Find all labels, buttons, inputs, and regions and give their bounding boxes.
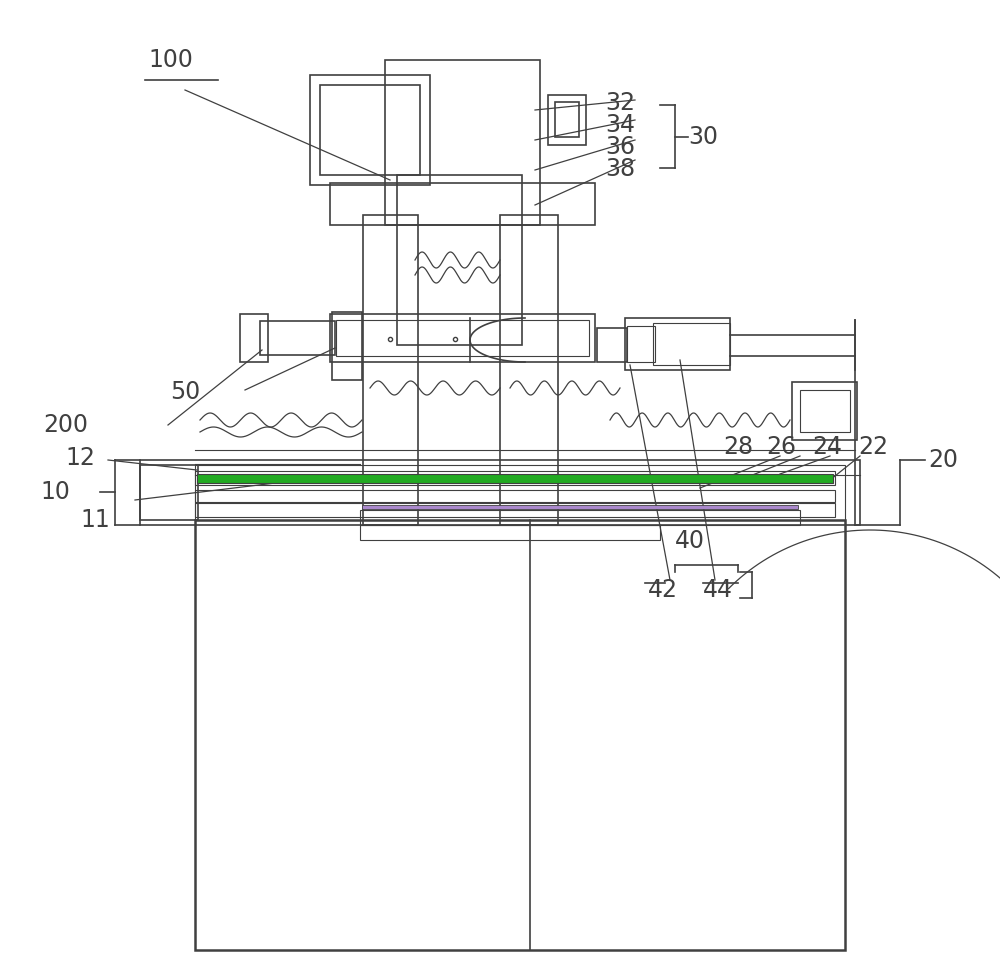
Text: 24: 24 xyxy=(812,435,842,459)
Bar xyxy=(330,314,595,362)
Bar xyxy=(195,465,845,520)
Bar xyxy=(625,318,730,370)
Bar xyxy=(320,85,420,175)
Bar xyxy=(597,328,627,362)
Bar xyxy=(330,183,595,225)
Text: 20: 20 xyxy=(928,448,958,472)
Bar xyxy=(310,75,430,185)
Text: 30: 30 xyxy=(688,125,718,149)
Bar xyxy=(363,215,418,525)
Bar xyxy=(800,390,850,432)
Bar xyxy=(397,175,522,345)
Bar xyxy=(140,465,198,520)
Text: 200: 200 xyxy=(43,413,88,437)
Text: 36: 36 xyxy=(605,135,635,159)
Text: 34: 34 xyxy=(605,113,635,137)
Bar xyxy=(627,326,655,362)
Text: 38: 38 xyxy=(605,157,635,181)
Bar xyxy=(197,474,833,483)
Text: 100: 100 xyxy=(148,48,193,72)
Text: 42: 42 xyxy=(648,578,678,602)
Text: 22: 22 xyxy=(858,435,888,459)
Bar xyxy=(195,520,845,950)
Bar xyxy=(260,321,335,355)
Text: 10: 10 xyxy=(40,480,70,504)
Text: 32: 32 xyxy=(605,91,635,115)
Text: 11: 11 xyxy=(80,508,110,532)
Bar xyxy=(336,320,589,356)
Bar xyxy=(195,490,835,502)
Bar xyxy=(792,382,857,440)
Bar xyxy=(195,471,835,485)
Bar xyxy=(653,323,730,365)
Text: 40: 40 xyxy=(675,529,705,553)
Bar xyxy=(140,460,860,525)
Bar xyxy=(385,60,540,225)
Text: 12: 12 xyxy=(65,446,95,470)
Text: 44: 44 xyxy=(703,578,733,602)
Bar xyxy=(360,525,660,540)
Bar xyxy=(548,95,586,145)
Text: 50: 50 xyxy=(170,380,200,404)
Bar xyxy=(362,505,798,509)
Bar xyxy=(240,314,268,362)
Bar xyxy=(360,510,800,525)
Text: 26: 26 xyxy=(766,435,796,459)
Bar xyxy=(332,312,362,380)
Text: 28: 28 xyxy=(723,435,753,459)
Bar xyxy=(555,102,579,137)
Bar xyxy=(195,503,835,517)
Bar xyxy=(500,215,558,525)
